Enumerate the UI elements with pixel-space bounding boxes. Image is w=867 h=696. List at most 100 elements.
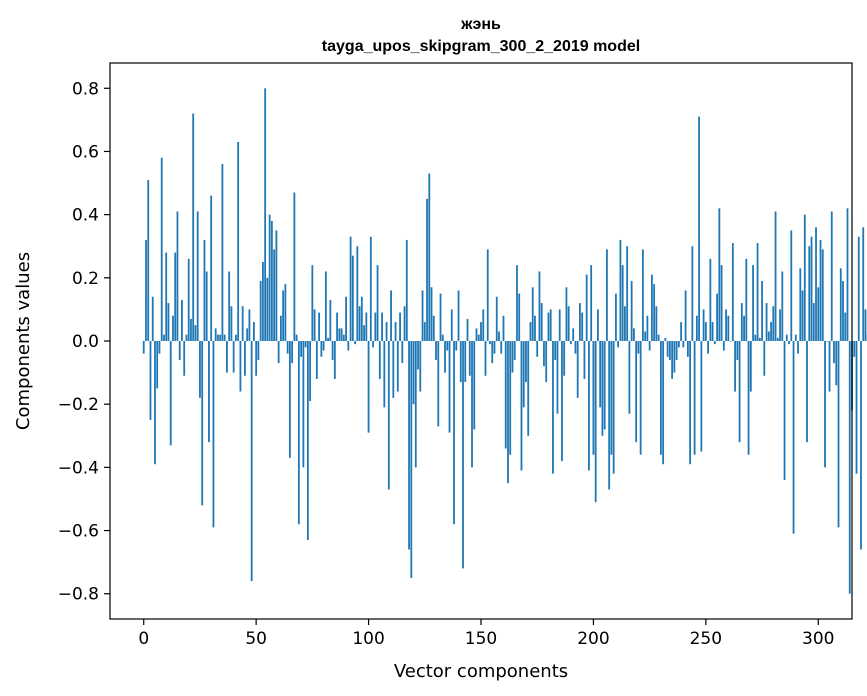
bar-194 xyxy=(579,303,581,341)
bar-102 xyxy=(372,341,374,348)
bar-129 xyxy=(432,315,435,341)
bar-91 xyxy=(347,341,350,351)
bar-164 xyxy=(511,341,514,373)
y-tick-label: 0.8 xyxy=(72,79,99,99)
bar-241 xyxy=(684,290,687,341)
bar-215 xyxy=(626,246,629,341)
bar-8 xyxy=(160,157,163,341)
bar-74 xyxy=(309,341,312,402)
bar-48 xyxy=(250,341,253,582)
bar-192 xyxy=(574,341,577,354)
bar-169 xyxy=(522,341,525,408)
bar-234 xyxy=(668,341,671,360)
bar-87 xyxy=(338,328,341,341)
bar-139 xyxy=(455,341,458,351)
bar-69 xyxy=(297,341,300,525)
bar-79 xyxy=(320,341,323,357)
bar-187 xyxy=(563,341,566,376)
bar-230 xyxy=(659,341,662,455)
bar-98 xyxy=(363,325,365,341)
bar-65 xyxy=(288,341,291,458)
bar-318 xyxy=(857,236,860,341)
bar-219 xyxy=(635,341,638,443)
bar-89 xyxy=(342,334,345,341)
bar-0 xyxy=(142,341,145,354)
bar-188 xyxy=(565,287,568,341)
bar-257 xyxy=(720,265,723,341)
bar-288 xyxy=(790,230,793,341)
bar-163 xyxy=(509,341,512,455)
bar-276 xyxy=(763,341,766,376)
bar-217 xyxy=(630,280,633,341)
bar-73 xyxy=(306,341,309,541)
bar-12 xyxy=(169,341,172,446)
bar-32 xyxy=(214,328,217,341)
bar-274 xyxy=(758,337,761,341)
bar-127 xyxy=(428,173,431,341)
bar-49 xyxy=(253,322,255,341)
bar-176 xyxy=(538,271,541,341)
bar-199 xyxy=(590,265,593,341)
bar-193 xyxy=(576,341,579,398)
bar-9 xyxy=(163,334,165,341)
y-tick-label: 0.0 xyxy=(72,332,99,352)
bar-159 xyxy=(500,341,503,354)
bar-154 xyxy=(489,341,491,345)
bar-93 xyxy=(351,255,354,341)
bar-57 xyxy=(270,220,273,341)
bar-35 xyxy=(221,164,224,341)
bar-18 xyxy=(183,341,186,376)
bar-16 xyxy=(178,341,181,360)
bar-68 xyxy=(295,334,298,341)
bar-81 xyxy=(324,271,327,341)
y-tick-label: 0.6 xyxy=(72,142,99,162)
bar-240 xyxy=(682,341,685,348)
bar-198 xyxy=(588,341,590,471)
bar-201 xyxy=(594,341,597,503)
bar-112 xyxy=(394,322,397,341)
bar-190 xyxy=(570,341,572,345)
bar-162 xyxy=(507,341,509,484)
bar-319 xyxy=(860,341,862,550)
bar-278 xyxy=(767,331,770,341)
bar-260 xyxy=(727,315,730,341)
bar-142 xyxy=(462,341,464,569)
bar-22 xyxy=(192,113,195,341)
bar-238 xyxy=(677,341,680,348)
bar-305 xyxy=(828,341,831,392)
bar-232 xyxy=(664,337,667,341)
bar-226 xyxy=(650,274,653,341)
bar-279 xyxy=(770,322,772,341)
bar-158 xyxy=(498,331,500,341)
bar-130 xyxy=(435,341,437,360)
bar-277 xyxy=(765,303,768,341)
bar-213 xyxy=(621,265,624,341)
bar-113 xyxy=(396,341,399,392)
bar-17 xyxy=(181,299,183,341)
bar-320 xyxy=(862,227,865,341)
bar-19 xyxy=(185,334,188,341)
bar-235 xyxy=(671,341,674,379)
bar-128 xyxy=(430,287,433,341)
bar-196 xyxy=(583,341,586,379)
bar-1 xyxy=(145,239,147,341)
bar-261 xyxy=(729,341,732,342)
bar-246 xyxy=(695,315,698,341)
bar-233 xyxy=(666,341,669,357)
y-axis-ticks: −0.8 −0.6 −0.4 −0.2 0.0 0.2 0.4 0.6 0.8 xyxy=(58,79,110,605)
bar-170 xyxy=(525,341,527,383)
bar-166 xyxy=(516,265,518,341)
bar-101 xyxy=(369,236,372,341)
bar-262 xyxy=(731,243,734,341)
bar-270 xyxy=(749,341,752,392)
x-axis-label: Vector components xyxy=(394,661,568,682)
bar-321 xyxy=(864,309,867,341)
bar-174 xyxy=(534,315,536,341)
bar-21 xyxy=(190,318,192,341)
bar-123 xyxy=(419,341,422,392)
bar-120 xyxy=(412,341,415,405)
x-tick-label: 100 xyxy=(352,629,384,649)
bar-297 xyxy=(810,236,813,341)
y-axis-label: Components values xyxy=(13,252,34,430)
bar-155 xyxy=(491,341,494,364)
